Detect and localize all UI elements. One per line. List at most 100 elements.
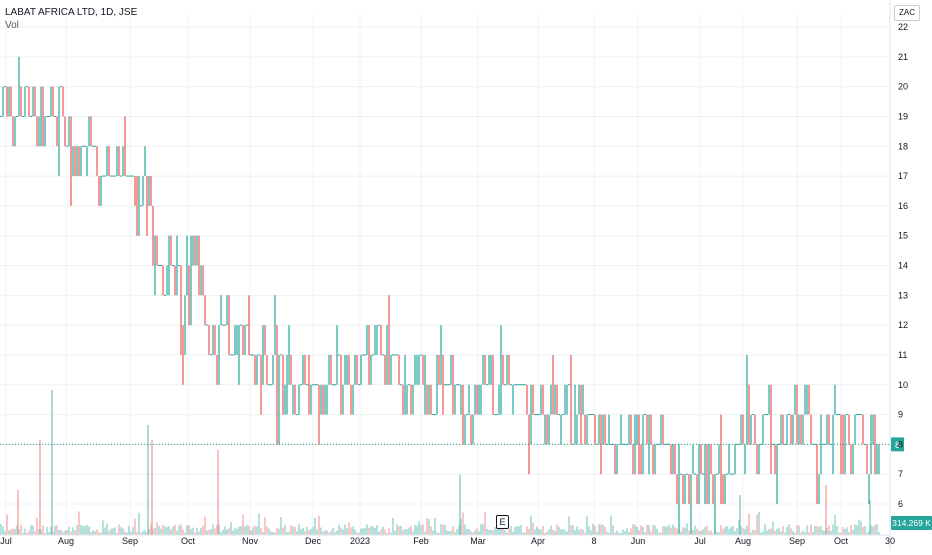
volume-bar	[420, 525, 422, 535]
volume-bar	[64, 530, 66, 535]
time-axis[interactable]: Jul Aug Sep Oct Nov Dec 2023 Feb Mar Apr 8 Jun Jul Au…	[0, 534, 895, 546]
volume-bar	[376, 525, 378, 535]
volume-bar	[12, 528, 14, 535]
volume-bar	[620, 532, 622, 535]
symbol-title[interactable]: LABAT AFRICA LTD, 1D, JSE	[5, 7, 138, 18]
volume-bar	[742, 528, 744, 535]
volume-bar	[768, 529, 770, 535]
volume-bar	[636, 526, 638, 535]
volume-bar	[874, 524, 876, 535]
price-axis[interactable]: 6 7 8 9 10 11 12 13 14 15 16 17 18 19 20 21 22	[889, 0, 908, 550]
time-tick-label: 8	[591, 536, 596, 546]
volume-bar	[868, 531, 870, 535]
volume-bar	[796, 524, 798, 535]
volume-bar	[656, 528, 658, 535]
volume-bar	[822, 530, 824, 535]
volume-bar	[732, 525, 734, 535]
volume-bar	[272, 532, 274, 535]
volume-bar	[344, 524, 346, 535]
volume-bar	[466, 529, 468, 535]
volume-bar	[654, 525, 656, 535]
time-tick-label: Oct	[834, 536, 849, 546]
volume-spike	[869, 500, 871, 535]
volume-bar	[800, 532, 802, 535]
price-tick-label: 21	[898, 52, 908, 62]
volume-bar	[572, 525, 574, 535]
volume-bar	[520, 524, 522, 535]
volume-bar	[170, 529, 172, 535]
volume-bar	[790, 528, 792, 535]
volume-bar	[630, 528, 632, 535]
volume-bar	[860, 521, 862, 535]
volume-bar	[484, 512, 486, 535]
volume-bar	[210, 529, 212, 535]
volume-bar	[254, 525, 256, 535]
volume-bar	[488, 530, 490, 535]
volume-bar	[358, 532, 360, 535]
volume-bar	[856, 525, 858, 535]
volume-bar	[740, 526, 742, 535]
volume-bar	[104, 527, 106, 535]
volume-bar	[852, 529, 854, 535]
volume-indicator-label[interactable]: Vol	[5, 20, 19, 31]
volume-bar	[56, 525, 58, 535]
volume-bar	[730, 527, 732, 535]
volume-bar	[36, 517, 38, 535]
volume-bar	[100, 532, 102, 535]
volume-bar	[394, 530, 396, 535]
volume-bar	[24, 528, 26, 535]
price-tick-label: 13	[898, 290, 908, 300]
volume-bar	[364, 528, 366, 535]
volume-bar	[162, 524, 164, 535]
volume-bar	[342, 529, 344, 535]
volume-bar	[814, 525, 816, 535]
earnings-event-marker[interactable]: E	[496, 515, 509, 529]
volume-bar	[50, 526, 52, 535]
volume-bar	[552, 529, 554, 535]
volume-bar	[762, 531, 764, 535]
volume-bar	[172, 526, 174, 535]
volume-spike	[459, 475, 461, 535]
volume-bar	[462, 512, 464, 535]
volume-bar	[144, 530, 146, 535]
volume-bar	[662, 526, 664, 535]
volume-bar	[866, 532, 868, 535]
volume-bar	[570, 525, 572, 535]
volume-bar	[184, 532, 186, 535]
volume-spike	[39, 440, 41, 535]
volume-bar	[332, 527, 334, 535]
volume-bar	[722, 528, 724, 535]
last-volume-label: 314.269 K	[892, 518, 931, 528]
volume-bar	[242, 514, 244, 535]
volume-bar	[58, 530, 60, 535]
volume-bar	[704, 527, 706, 535]
volume-bar	[646, 525, 648, 535]
volume-bar	[444, 524, 446, 535]
volume-bar	[378, 531, 380, 535]
volume-bar	[794, 532, 796, 535]
volume-bar	[214, 528, 216, 535]
volume-bar	[114, 527, 116, 535]
time-tick-label: Sep	[122, 536, 138, 546]
volume-bar	[436, 532, 438, 535]
volume-bar	[686, 523, 688, 535]
volume-bar	[642, 526, 644, 535]
volume-bar	[720, 525, 722, 535]
volume-bar	[624, 531, 626, 535]
currency-unit-button[interactable]: ZAC	[894, 5, 920, 21]
volume-bar	[200, 527, 202, 535]
volume-bar	[308, 530, 310, 535]
volume-bar	[536, 526, 538, 535]
volume-bar	[202, 525, 204, 535]
volume-bar	[328, 532, 330, 535]
volume-bar	[270, 531, 272, 535]
volume-bar	[322, 531, 324, 535]
volume-bar	[256, 526, 258, 535]
volume-bar	[14, 529, 16, 535]
volume-bar	[106, 523, 108, 535]
volume-bar	[406, 529, 408, 535]
volume-bar	[0, 524, 2, 535]
volume-bar	[738, 519, 740, 535]
